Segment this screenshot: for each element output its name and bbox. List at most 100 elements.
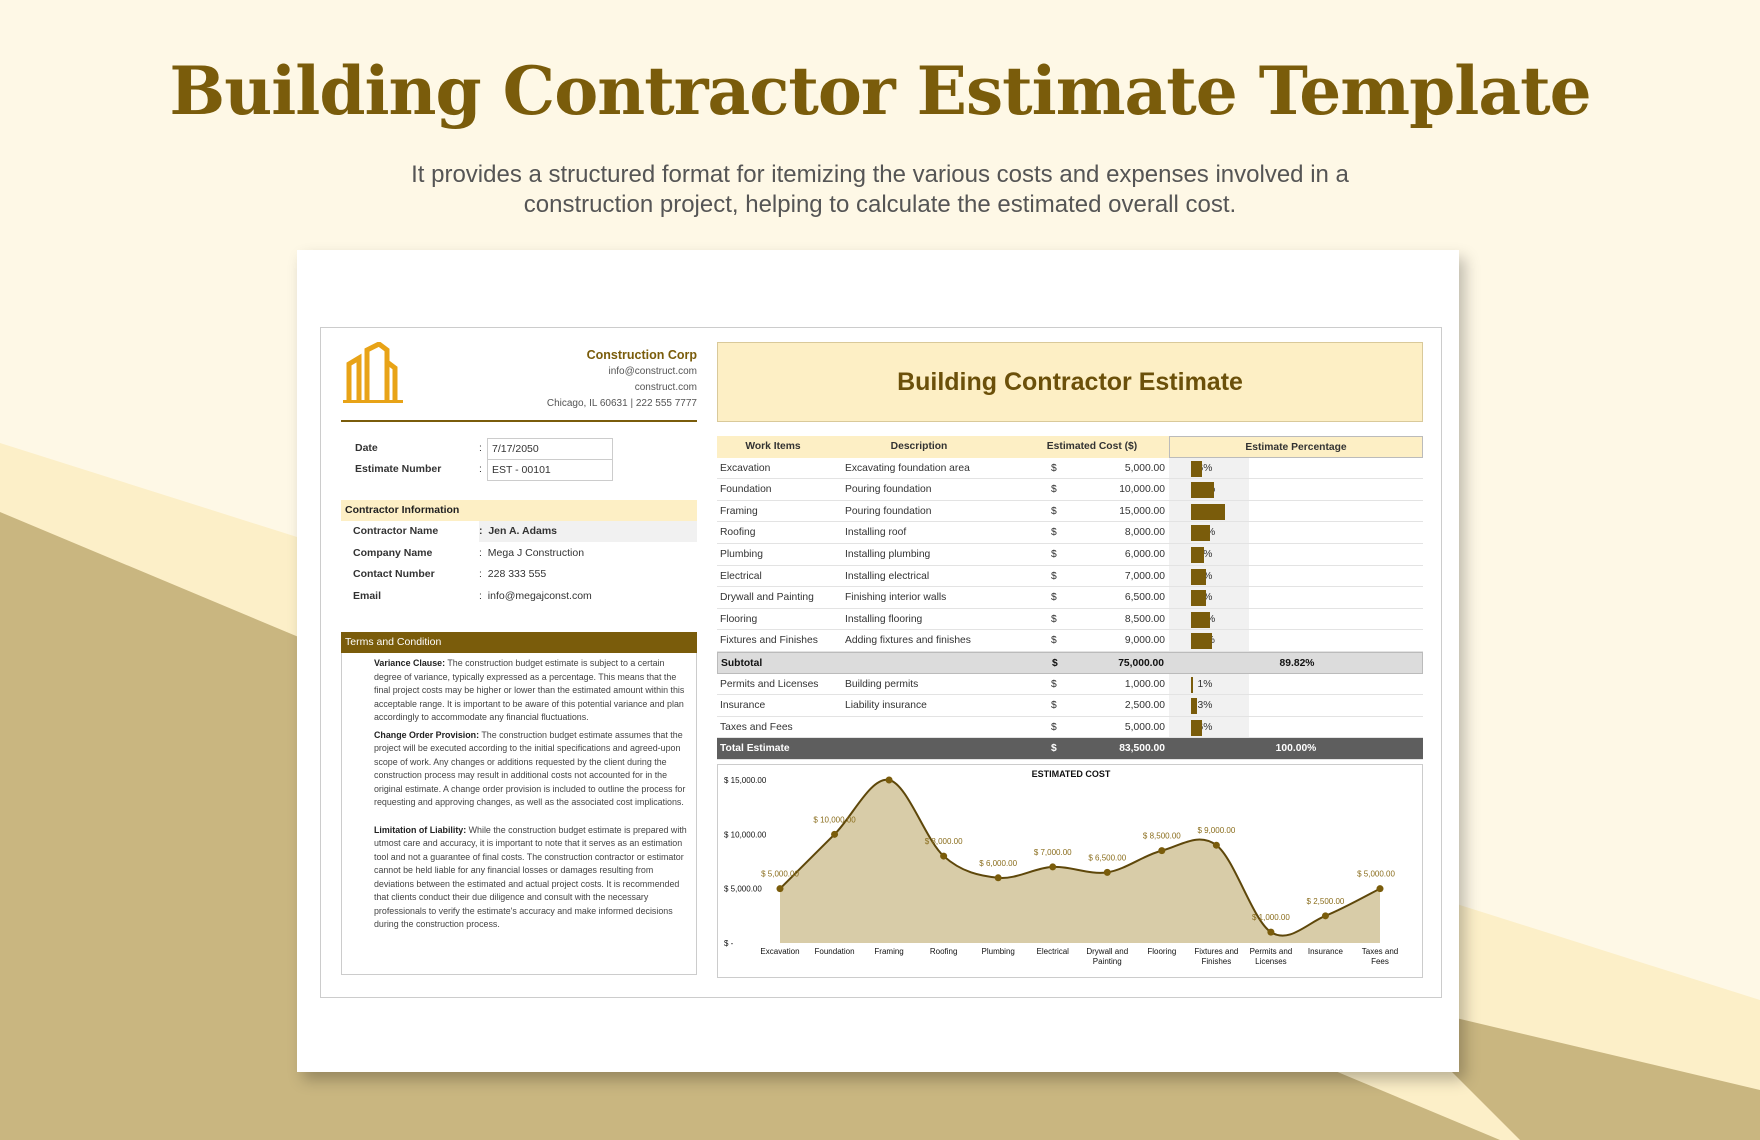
terms-body: Variance Clause: The construction budget… <box>341 653 697 975</box>
x-tick-label: Foundation <box>815 947 855 956</box>
work-item: Insurance <box>720 700 766 712</box>
currency: $ <box>1052 657 1058 669</box>
work-item: Fixtures and Finishes <box>720 635 818 647</box>
x-tick-label: Permits and Licenses <box>1250 947 1293 966</box>
data-point <box>994 874 1002 882</box>
data-point <box>1212 841 1220 849</box>
currency: $ <box>1051 570 1057 582</box>
description: Liability insurance <box>845 700 927 712</box>
x-tick-label: Roofing <box>930 947 958 956</box>
percentage-bar <box>1191 503 1226 520</box>
currency: $ <box>1051 721 1057 733</box>
percentage: 89.82% <box>1279 657 1315 669</box>
description: Pouring foundation <box>845 484 932 496</box>
col-estimated-cost: Estimated Cost ($) <box>1046 441 1138 452</box>
estimate-number-field[interactable]: EST - 00101 <box>487 459 613 481</box>
work-item: Roofing <box>720 527 756 539</box>
date-field[interactable]: 7/17/2050 <box>487 438 613 460</box>
table-row: Subtotal $ 75,000.00 89.82% <box>717 651 1423 674</box>
currency: $ <box>1051 700 1057 712</box>
percentage-bar <box>1191 698 1197 715</box>
currency: $ <box>1051 527 1057 539</box>
page-subtitle: It provides a structured format for item… <box>411 161 1349 218</box>
date-label: Date <box>355 442 378 454</box>
percentage: 7% <box>1197 548 1213 560</box>
table-row: Drywall and Painting Finishing interior … <box>717 587 1423 609</box>
currency: $ <box>1051 743 1057 755</box>
percentage-bar <box>1191 719 1203 736</box>
work-item: Excavation <box>720 462 771 474</box>
y-tick-label: $ 15,000.00 <box>724 776 767 785</box>
table-row: Foundation Pouring foundation $ 10,000.0… <box>717 479 1423 501</box>
y-tick-label: $ 5,000.00 <box>724 885 762 894</box>
x-tick-label: Excavation <box>760 947 799 956</box>
work-item: Framing <box>720 505 758 517</box>
col-description: Description <box>890 441 948 452</box>
description: Installing electrical <box>845 570 930 582</box>
cost: 83,500.00 <box>1119 743 1165 755</box>
data-point <box>776 885 784 893</box>
company-address: Chicago, IL 60631 | 222 555 7777 <box>546 398 697 409</box>
cost: 6,000.00 <box>1124 548 1165 560</box>
contractor-field: Company Name : Mega J Construction <box>353 543 697 564</box>
data-point <box>1103 868 1111 876</box>
work-item: Taxes and Fees <box>720 721 793 733</box>
cost: 8,500.00 <box>1124 613 1165 625</box>
percentage: 6% <box>1197 721 1213 733</box>
data-point <box>1158 847 1166 855</box>
data-label: $ 6,000.00 <box>979 859 1017 868</box>
percentage-bar <box>1191 482 1214 499</box>
table-row: Framing Pouring foundation $ 15,000.00 1… <box>717 500 1423 523</box>
currency: $ <box>1051 462 1057 474</box>
table-row: Flooring Installing flooring $ 8,500.00 … <box>717 608 1423 631</box>
work-item: Drywall and Painting <box>720 592 814 604</box>
company-website: construct.com <box>634 382 697 393</box>
company-name: Construction Corp <box>586 348 697 362</box>
page-title: Building Contractor Estimate Template <box>169 52 1591 130</box>
percentage-bar <box>1191 611 1210 628</box>
data-label: $ 10,000.00 <box>813 815 856 824</box>
currency: $ <box>1051 505 1057 517</box>
chart-svg: ESTIMATED COST $ - $ 5,000.00 $ 10,000.00 $ … <box>724 769 1398 966</box>
field-label: Email <box>353 589 382 602</box>
data-label: $ 1,000.00 <box>1252 913 1290 922</box>
description: Excavating foundation area <box>845 462 970 474</box>
currency: $ <box>1051 613 1057 625</box>
data-label: $ 8,000.00 <box>925 837 963 846</box>
table-row: Fixtures and Finishes Adding fixtures an… <box>717 630 1423 652</box>
separator: : <box>479 442 482 454</box>
company-info: Construction Corp info@construct.com con… <box>321 346 697 412</box>
percentage-bar <box>1191 460 1203 477</box>
description: Installing flooring <box>845 613 923 625</box>
work-item: Subtotal <box>721 657 763 669</box>
estimate-sheet: Construction Corp info@construct.com con… <box>320 327 1442 998</box>
data-point <box>1049 863 1057 871</box>
cost: 8,000.00 <box>1124 527 1165 539</box>
field-value: : info@megajconst.com <box>479 589 592 602</box>
currency: $ <box>1051 484 1057 496</box>
table-row: Excavation Excavating foundation area $ … <box>717 457 1423 480</box>
table-row: Insurance Liability insurance $ 2,500.00… <box>717 695 1423 717</box>
cost: 10,000.00 <box>1119 484 1165 496</box>
terms-item: Limitation of Liability: While the const… <box>374 824 687 930</box>
x-tick-label: Drywall and Painting <box>1086 947 1128 966</box>
data-label: $ 7,000.00 <box>1034 848 1072 857</box>
col-work-items: Work Items <box>745 441 801 452</box>
estimate-number-row: Estimate Number: <box>355 459 487 480</box>
estimate-heading: Building Contractor Estimate <box>717 342 1423 422</box>
percentage: 6% <box>1197 462 1213 474</box>
field-label: Company Name <box>353 546 433 559</box>
description: Building permits <box>845 678 919 690</box>
data-point <box>1267 928 1275 936</box>
field-value: : Mega J Construction <box>479 546 585 559</box>
work-item: Foundation <box>720 484 772 496</box>
currency: $ <box>1051 592 1057 604</box>
work-item: Permits and Licenses <box>720 678 819 690</box>
data-point <box>885 776 893 784</box>
currency: $ <box>1051 548 1057 560</box>
work-item: Total Estimate <box>720 743 790 755</box>
table-row: Total Estimate $ 83,500.00 100.00% <box>717 738 1423 760</box>
x-tick-label: Plumbing <box>982 947 1015 956</box>
table-row: Electrical Installing electrical $ 7,000… <box>717 565 1423 588</box>
cost: 6,500.00 <box>1124 592 1165 604</box>
